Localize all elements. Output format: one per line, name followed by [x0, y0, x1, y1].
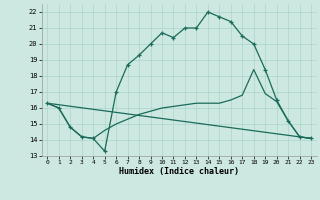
X-axis label: Humidex (Indice chaleur): Humidex (Indice chaleur): [119, 167, 239, 176]
